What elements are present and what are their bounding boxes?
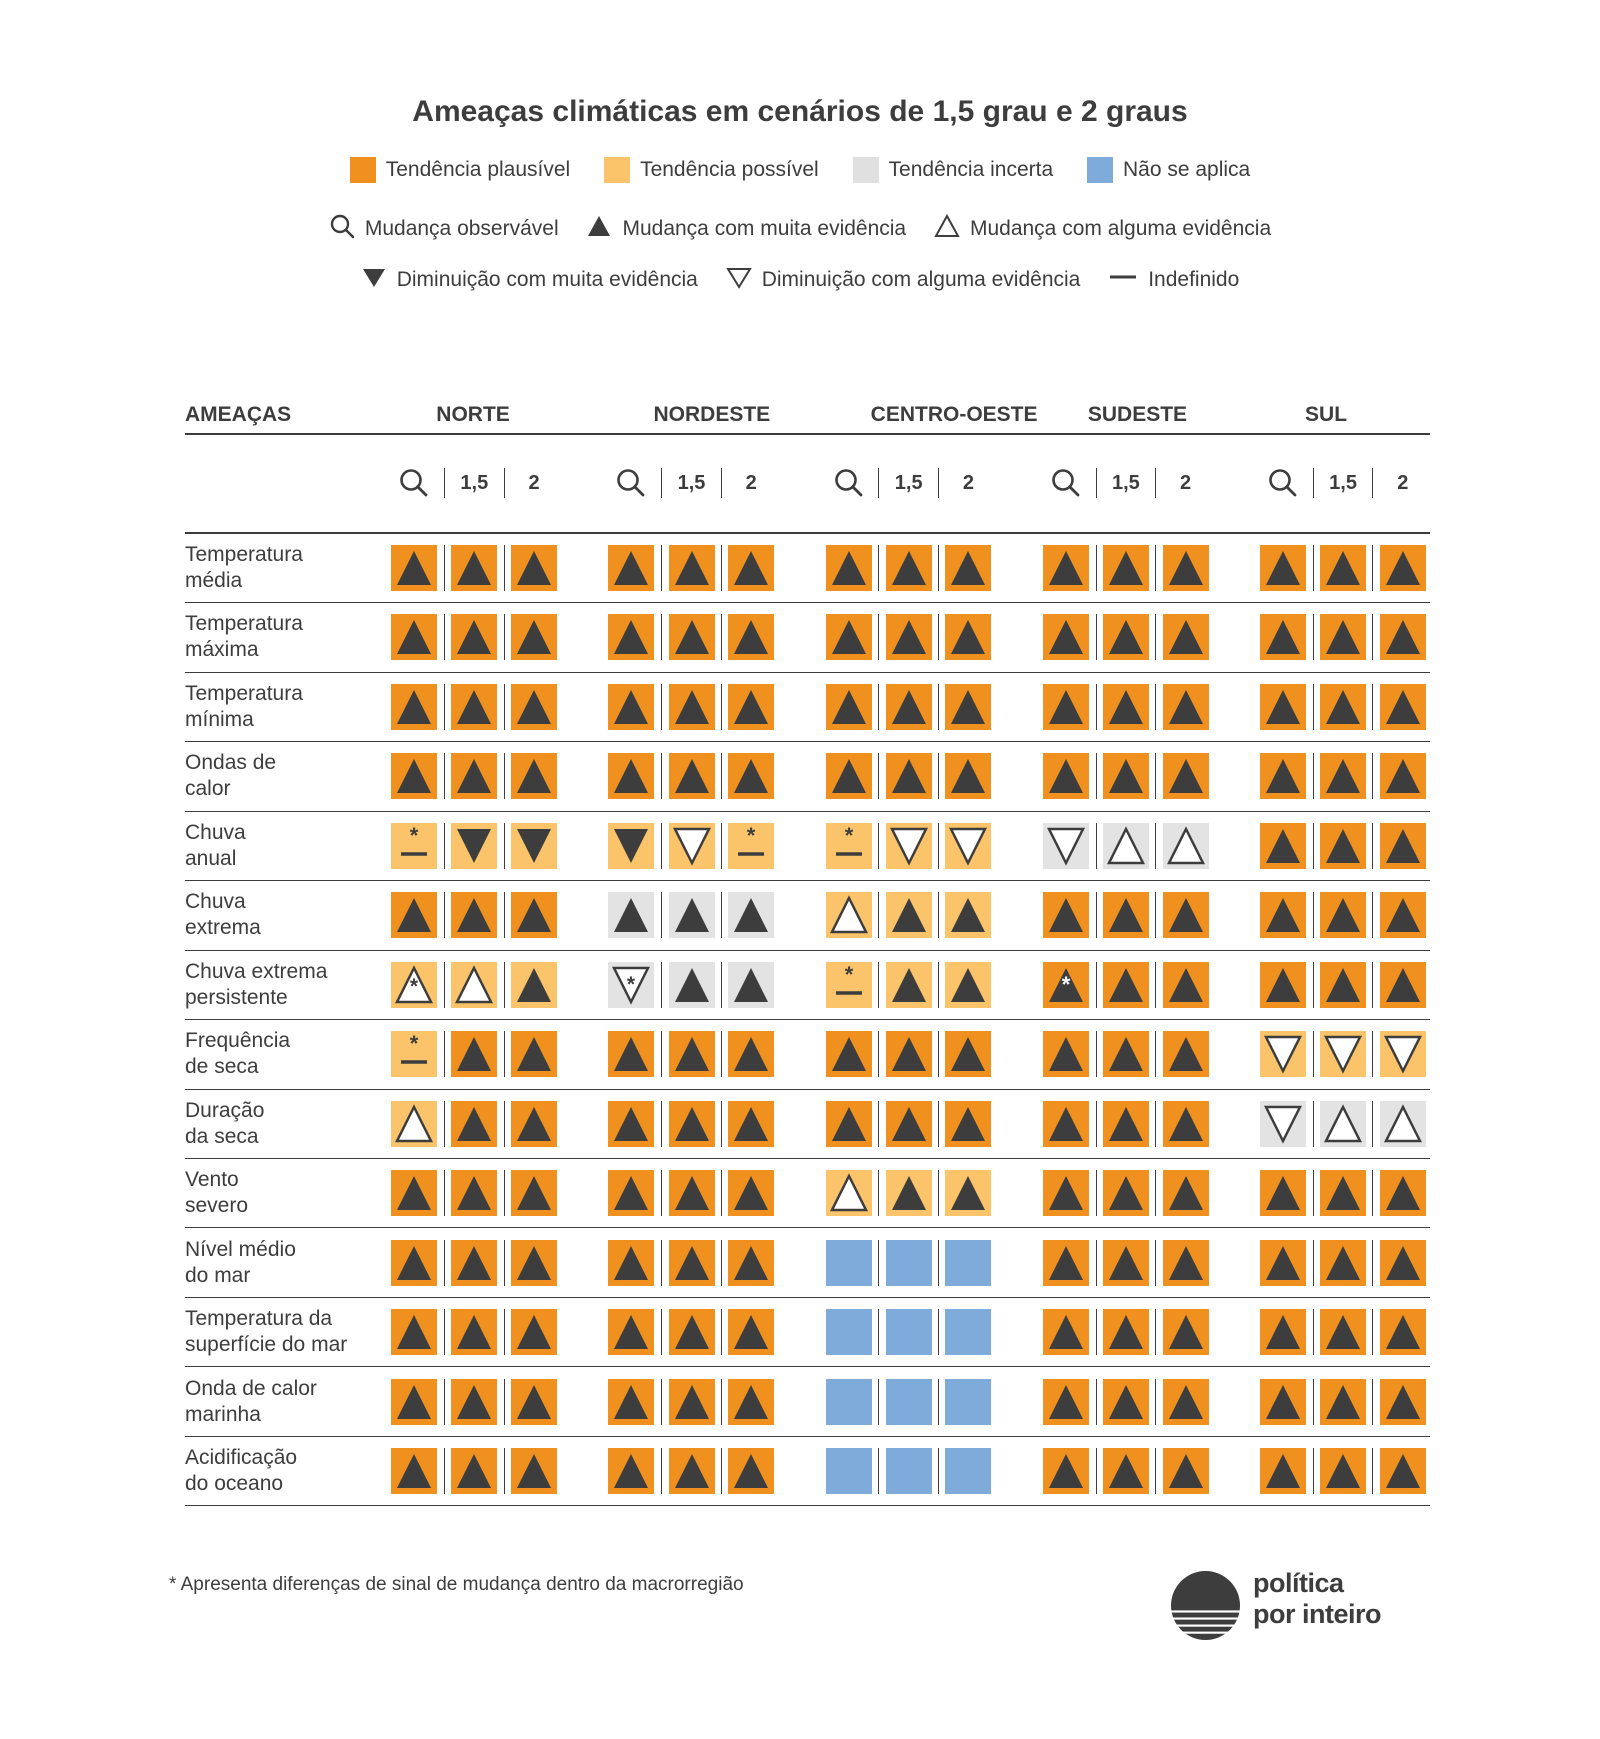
svg-text:*: * xyxy=(844,962,853,987)
svg-text:*: * xyxy=(410,1031,419,1056)
svg-text:*: * xyxy=(410,823,419,848)
svg-text:*: * xyxy=(627,973,636,996)
svg-text:*: * xyxy=(747,823,756,848)
svg-text:*: * xyxy=(410,975,419,998)
svg-text:*: * xyxy=(844,823,853,848)
svg-text:*: * xyxy=(1061,972,1070,997)
